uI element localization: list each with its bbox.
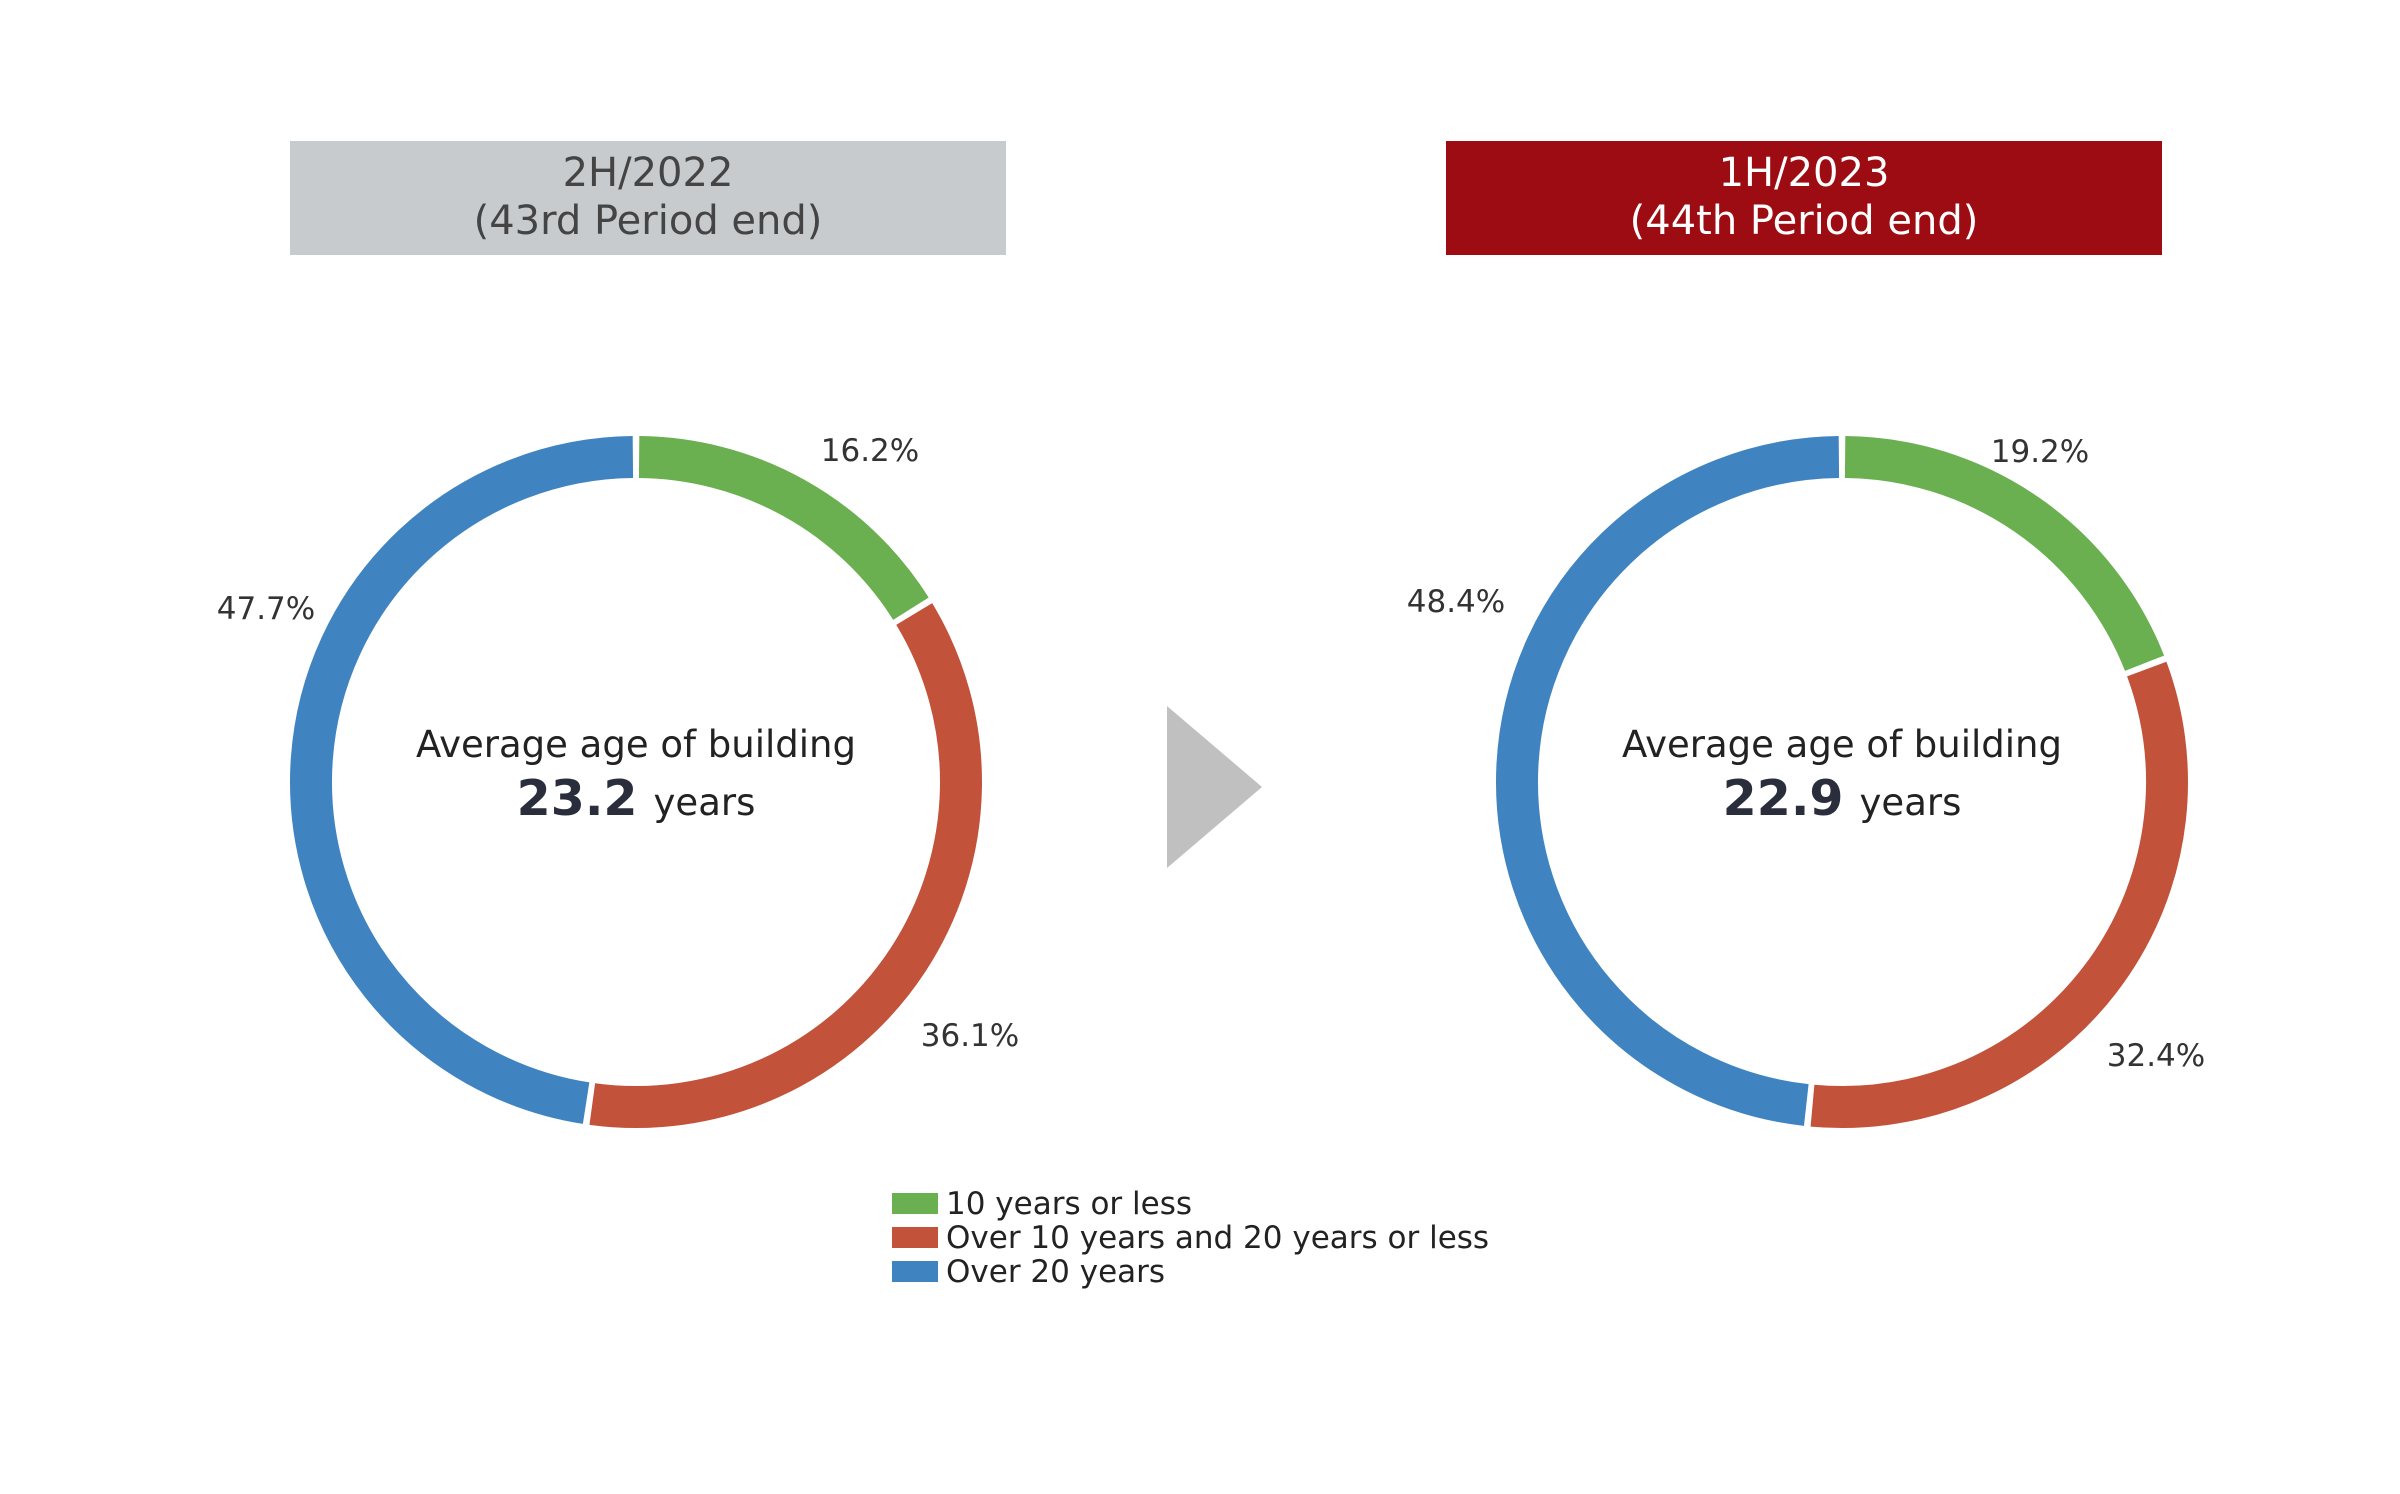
arc-over-10-to-20-years [589,603,982,1128]
arc-over-10-to-20-years [1810,661,2188,1128]
arrow-right-icon [1167,706,1262,868]
period-header-bg [290,141,1006,255]
pct-label-over-10-to-20-years: 32.4% [2107,1038,2205,1074]
period-subtitle: (44th Period end) [1630,198,1979,244]
legend-label: Over 10 years and 20 years or less [946,1220,1489,1256]
donut-chart-2h-2022 [289,436,982,1128]
arc-10-years-or-less [1844,436,2165,672]
legend-label: 10 years or less [946,1186,1192,1222]
legend-item-over-20-years: Over 20 years [892,1254,1165,1290]
arc-10-years-or-less [638,436,929,621]
center-label: Average age of building [416,723,856,766]
period-header-bg [1446,141,2162,255]
center-value-line: 23.2 years [517,770,756,827]
legend-label: Over 20 years [946,1254,1165,1290]
legend-item-10-years-or-less: 10 years or less [892,1186,1192,1222]
legend-swatch [892,1261,938,1282]
donut-chart-1h-2023 [1496,436,2188,1128]
period-title: 2H/2022 [563,150,734,196]
center-label: Average age of building [1622,723,2062,766]
pct-label-10-years-or-less: 19.2% [1991,434,2089,470]
arc-over-20-years [289,436,634,1124]
period-subtitle: (43rd Period end) [474,198,823,244]
average-age-unit: years [1860,781,1962,824]
pct-label-over-20-years: 47.7% [217,591,315,627]
pct-label-10-years-or-less: 16.2% [821,433,919,469]
center-summary-2h-2022: Average age of building 23.2 years [416,723,856,827]
legend-swatch [892,1227,938,1248]
period-title: 1H/2023 [1719,150,1890,196]
arc-over-20-years [1496,436,1840,1126]
average-age-value: 22.9 [1723,770,1844,827]
legend-item-over-10-to-20-years: Over 10 years and 20 years or less [892,1220,1489,1256]
average-age-unit: years [654,781,756,824]
period-header-2h-2022: 2H/2022 (43rd Period end) [290,141,1006,255]
average-age-value: 23.2 [517,770,638,827]
center-value-line: 22.9 years [1723,770,1962,827]
legend-swatch [892,1193,938,1214]
period-header-1h-2023: 1H/2023 (44th Period end) [1446,141,2162,255]
legend: 10 years or less Over 10 years and 20 ye… [892,1186,1489,1290]
pct-label-over-20-years: 48.4% [1407,584,1505,620]
center-summary-1h-2023: Average age of building 22.9 years [1622,723,2062,827]
pct-label-over-10-to-20-years: 36.1% [921,1018,1019,1054]
